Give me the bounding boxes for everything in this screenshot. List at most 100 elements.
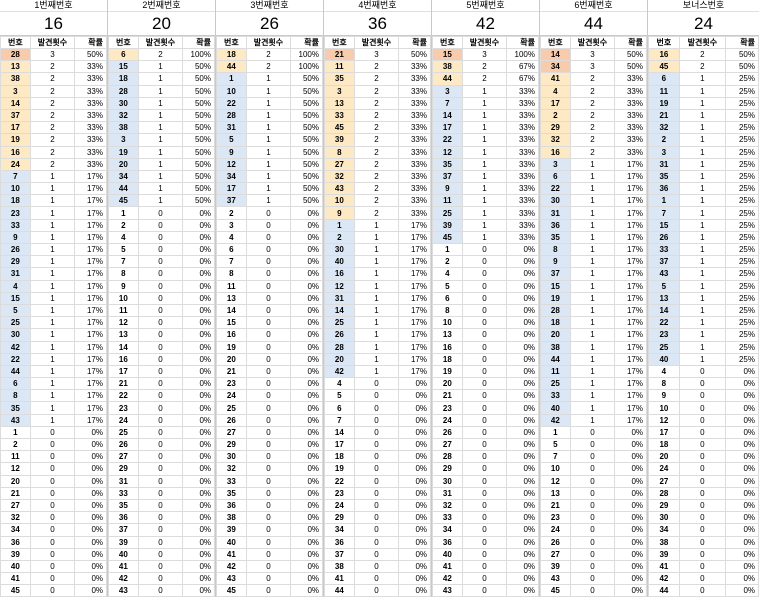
ball-number: 45 [0, 584, 31, 597]
found-count: 2 [29, 96, 76, 110]
table-row: 29 0 0% [432, 462, 539, 476]
table-row: 20 0 0% [216, 352, 323, 366]
found-count: 1 [569, 364, 616, 379]
probability: 33% [506, 133, 539, 147]
ball-number: 33 [324, 108, 355, 123]
ball-number: 16 [216, 328, 247, 342]
probability: 0% [182, 230, 215, 245]
found-count: 0 [245, 425, 292, 440]
table-row: 2 0 0% [108, 218, 215, 232]
found-count: 0 [245, 401, 292, 415]
table-row: 44 2 67% [432, 72, 539, 86]
table-row: 11 0 0% [0, 450, 107, 464]
probability: 0% [290, 572, 323, 586]
table-row: 34 0 0% [432, 523, 539, 537]
table-row: 25 1 33% [432, 206, 539, 220]
ball-number: 19 [432, 364, 463, 379]
probability: 17% [74, 328, 107, 342]
table-row: 10 0 0% [432, 316, 539, 330]
table-row: 42 1 17% [324, 364, 431, 379]
probability: 0% [506, 486, 539, 500]
table-row: 25 0 0% [216, 401, 323, 415]
probability: 0% [290, 498, 323, 513]
probability: 50% [398, 47, 431, 62]
table-row: 14 3 50% [540, 47, 647, 62]
ball-number: 13 [432, 328, 463, 342]
ball-number: 18 [108, 72, 139, 86]
table-row: 19 2 33% [0, 133, 107, 147]
probability: 17% [614, 340, 647, 354]
table-row: 32 0 0% [0, 511, 107, 525]
probability: 17% [614, 194, 647, 208]
probability: 0% [182, 486, 215, 500]
ball-number: 41 [216, 547, 247, 561]
found-count: 0 [137, 535, 184, 549]
ball-number: 42 [324, 364, 355, 379]
found-count: 0 [678, 523, 726, 537]
ball-number: 5 [216, 133, 247, 147]
ball-number: 33 [0, 218, 31, 232]
found-count: 1 [461, 96, 508, 110]
found-count: 1 [461, 133, 508, 147]
table-row: 29 0 0% [648, 498, 759, 513]
probability: 0% [182, 340, 215, 354]
found-count: 0 [461, 291, 508, 305]
ball-number: 39 [540, 559, 571, 574]
found-count: 0 [461, 511, 508, 525]
probability: 0% [724, 413, 759, 427]
ball-number: 27 [432, 437, 463, 452]
ball-number: 26 [216, 413, 247, 427]
found-count: 0 [678, 572, 726, 586]
found-count: 1 [29, 352, 76, 366]
found-count: 0 [137, 486, 184, 500]
ball-number: 32 [108, 108, 139, 123]
found-count: 1 [245, 194, 292, 208]
table-row: 25 1 17% [324, 316, 431, 330]
table-row: 29 0 0% [108, 462, 215, 476]
found-count: 1 [137, 108, 184, 123]
ball-number: 35 [540, 230, 571, 245]
probability: 25% [724, 169, 759, 184]
probability: 50% [74, 47, 107, 62]
group-latest-number: 26 [216, 12, 323, 36]
probability: 17% [398, 267, 431, 281]
ball-number: 3 [108, 133, 139, 147]
ball-number: 20 [540, 328, 571, 342]
probability: 33% [398, 96, 431, 110]
found-count: 0 [353, 474, 400, 488]
table-row: 21 0 0% [216, 364, 323, 379]
table-row: 31 1 25% [648, 157, 759, 171]
probability: 17% [614, 218, 647, 232]
probability: 33% [506, 157, 539, 171]
probability: 0% [74, 486, 107, 500]
table-row: 7 0 0% [216, 255, 323, 269]
found-count: 1 [29, 218, 76, 232]
found-count: 1 [245, 121, 292, 135]
probability: 25% [724, 72, 759, 86]
table-row: 1 0 0% [0, 425, 107, 440]
probability: 0% [182, 572, 215, 586]
found-count: 1 [678, 316, 726, 330]
table-row: 28 1 50% [108, 84, 215, 98]
table-row: 4 0 0% [648, 364, 759, 379]
ball-number: 36 [216, 498, 247, 513]
probability: 0% [506, 462, 539, 476]
found-count: 2 [569, 72, 616, 86]
found-count: 1 [353, 316, 400, 330]
found-count: 0 [245, 437, 292, 452]
group-title: 3번째번호 [216, 0, 323, 12]
position-group: 6번째번호 44 번호 발견횟수 확률 14 3 50% 34 3 50% 41 2 33% 4 2 33% 17… [540, 0, 648, 597]
probability: 50% [182, 60, 215, 74]
found-count: 2 [353, 60, 400, 74]
probability: 0% [290, 535, 323, 549]
table-row: 40 0 0% [0, 559, 107, 574]
probability: 0% [398, 450, 431, 464]
table-row: 30 0 0% [432, 474, 539, 488]
found-count: 0 [461, 498, 508, 513]
ball-number: 19 [324, 462, 355, 476]
ball-number: 28 [0, 47, 31, 62]
probability: 50% [614, 60, 647, 74]
probability: 0% [506, 255, 539, 269]
table-row: 26 0 0% [540, 535, 647, 549]
ball-number: 21 [540, 498, 571, 513]
